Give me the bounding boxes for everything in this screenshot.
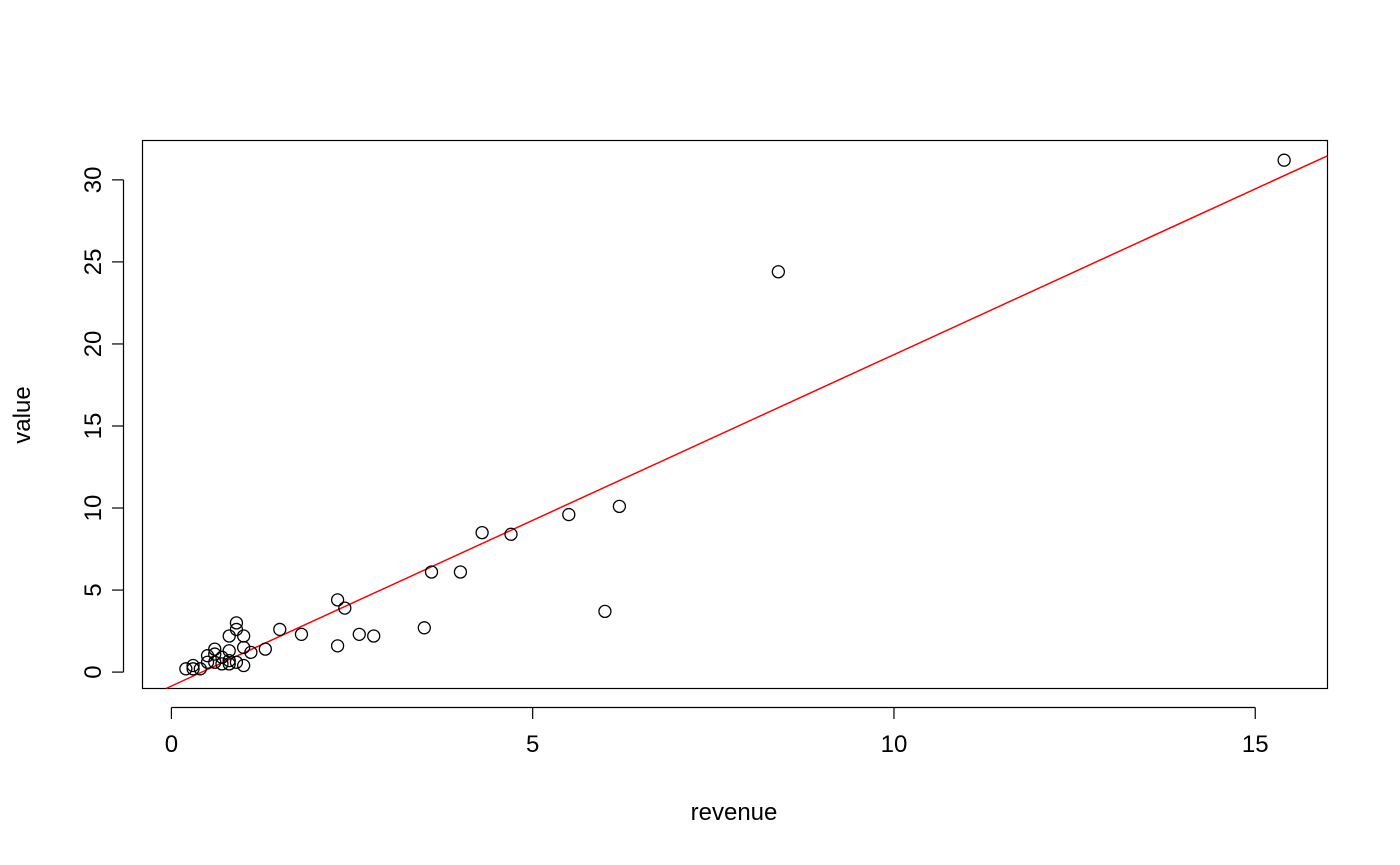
data-point [229, 622, 244, 637]
y-tick-label: 20 [80, 331, 107, 358]
data-point [367, 629, 381, 643]
data-point [330, 593, 345, 607]
x-tick-label: 10 [881, 731, 908, 758]
data-point [244, 645, 258, 660]
data-point [193, 662, 207, 676]
y-tick-label: 30 [80, 167, 107, 194]
data-point [417, 621, 431, 635]
data-point [771, 265, 786, 279]
data-point [424, 565, 439, 579]
data-point [200, 655, 215, 669]
data-point [208, 642, 222, 656]
data-point [294, 627, 309, 642]
data-point [330, 639, 345, 653]
data-point [222, 629, 236, 643]
data-point [229, 616, 244, 630]
data-point [504, 527, 518, 541]
x-tick-label: 15 [1242, 731, 1269, 758]
data-point [598, 604, 612, 619]
x-axis-label: revenue [691, 799, 778, 826]
y-axis: 0 5 10 15 20 25 30 [80, 167, 125, 679]
x-tick-label: 0 [165, 731, 178, 758]
data-point [352, 627, 366, 642]
y-tick-label: 10 [80, 495, 107, 522]
data-point [237, 629, 251, 643]
data-point [475, 525, 489, 540]
data-point [186, 658, 200, 673]
x-axis: 0 5 10 15 [165, 706, 1269, 758]
x-tick-label: 5 [526, 731, 539, 758]
y-tick-label: 5 [80, 583, 107, 596]
regression-line [165, 155, 1328, 690]
data-point [186, 662, 200, 676]
y-tick-label: 25 [80, 249, 107, 276]
data-point [258, 642, 272, 656]
data-point [273, 622, 287, 637]
data-point [179, 662, 193, 676]
data-point [1277, 153, 1291, 167]
y-axis-label: value [9, 386, 36, 443]
data-point [229, 655, 244, 669]
data-point [222, 657, 236, 671]
plot-frame [141, 139, 1329, 690]
data-point [208, 655, 222, 669]
data-point [453, 565, 468, 579]
y-tick-label: 15 [80, 413, 107, 440]
data-point [222, 644, 236, 658]
y-tick-label: 0 [80, 665, 107, 678]
fit-line-layer [165, 155, 1328, 690]
data-point [208, 647, 222, 661]
data-point [237, 658, 251, 673]
data-point [612, 499, 627, 514]
data-point [237, 640, 251, 655]
data-point [222, 653, 236, 668]
data-point [215, 650, 229, 664]
points-layer [179, 153, 1291, 676]
data-point [562, 507, 576, 522]
data-point [338, 601, 352, 615]
data-point [215, 657, 229, 671]
data-point [200, 649, 215, 663]
